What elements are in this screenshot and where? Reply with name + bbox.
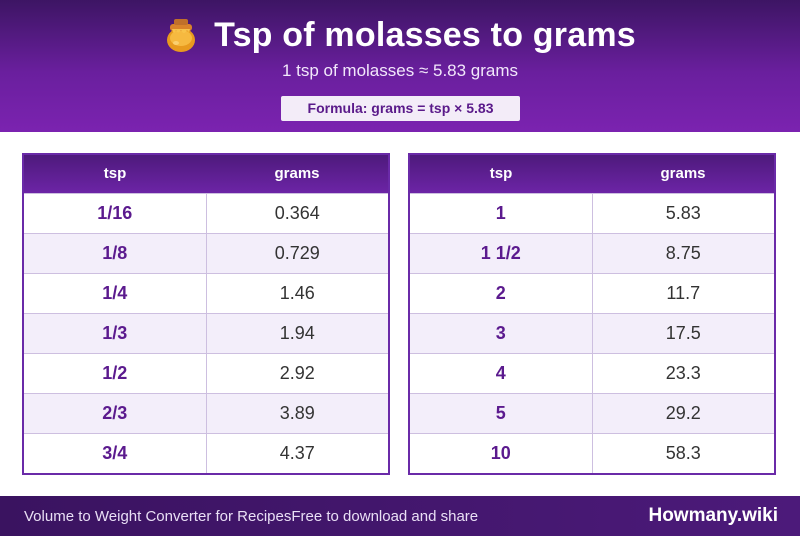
tsp-cell: 1/3 bbox=[24, 312, 207, 353]
column-header-tsp: tsp bbox=[24, 155, 206, 193]
table-row: 2 11.7 bbox=[410, 272, 774, 313]
tsp-cell: 1/2 bbox=[24, 352, 207, 393]
title-row: Tsp of molasses to grams bbox=[0, 14, 800, 56]
tsp-cell: 4 bbox=[410, 352, 593, 393]
table-row: 4 23.3 bbox=[410, 352, 774, 393]
table-row: 1/2 2.92 bbox=[24, 352, 388, 393]
tsp-cell: 1 bbox=[410, 192, 593, 233]
tsp-cell: 1/4 bbox=[24, 272, 207, 313]
tsp-cell: 10 bbox=[410, 432, 593, 473]
tsp-cell: 1/8 bbox=[24, 232, 207, 273]
column-header-grams: grams bbox=[592, 155, 774, 193]
conversion-table-left: tsp grams 1/16 0.364 1/8 0.729 1/4 1.46 … bbox=[22, 153, 390, 475]
table-row: 3 17.5 bbox=[410, 312, 774, 353]
tsp-cell: 1/16 bbox=[24, 192, 207, 233]
page-title: Tsp of molasses to grams bbox=[214, 15, 636, 54]
table-row: 1 5.83 bbox=[410, 192, 774, 233]
grams-cell: 1.46 bbox=[206, 272, 388, 313]
grams-cell: 29.2 bbox=[592, 392, 774, 433]
table-row: 5 29.2 bbox=[410, 392, 774, 433]
tsp-cell: 3/4 bbox=[24, 432, 207, 473]
table-header-row: tsp grams bbox=[410, 155, 774, 193]
honey-pot-icon bbox=[164, 16, 198, 54]
grams-cell: 17.5 bbox=[592, 312, 774, 353]
grams-cell: 0.364 bbox=[206, 192, 388, 233]
table-row: 2/3 3.89 bbox=[24, 392, 388, 433]
footer-description: Volume to Weight Converter for RecipesFr… bbox=[24, 508, 478, 525]
table-row: 1/16 0.364 bbox=[24, 192, 388, 233]
grams-cell: 58.3 bbox=[592, 432, 774, 473]
grams-cell: 3.89 bbox=[206, 392, 388, 433]
table-row: 1/3 1.94 bbox=[24, 312, 388, 353]
tsp-cell: 1 1/2 bbox=[410, 232, 593, 273]
conversion-table-right: tsp grams 1 5.83 1 1/2 8.75 2 11.7 3 17.… bbox=[408, 153, 776, 475]
formula-badge: Formula: grams = tsp × 5.83 bbox=[281, 96, 520, 121]
grams-cell: 8.75 bbox=[592, 232, 774, 273]
tsp-cell: 2/3 bbox=[24, 392, 207, 433]
grams-cell: 5.83 bbox=[592, 192, 774, 233]
footer-bar: Volume to Weight Converter for RecipesFr… bbox=[0, 496, 800, 536]
table-row: 3/4 4.37 bbox=[24, 432, 388, 473]
grams-cell: 2.92 bbox=[206, 352, 388, 393]
footer-converter-text: Volume to Weight Converter for Recipes bbox=[24, 508, 292, 525]
footer-tagline: Free to download and share bbox=[291, 508, 479, 525]
brand-link[interactable]: Howmany.wiki bbox=[648, 505, 778, 526]
tsp-cell: 2 bbox=[410, 272, 593, 313]
column-header-tsp: tsp bbox=[410, 155, 592, 193]
table-header-row: tsp grams bbox=[24, 155, 388, 193]
grams-cell: 4.37 bbox=[206, 432, 388, 473]
grams-cell: 11.7 bbox=[592, 272, 774, 313]
table-row: 10 58.3 bbox=[410, 432, 774, 473]
header-banner: Tsp of molasses to grams 1 tsp of molass… bbox=[0, 0, 800, 132]
grams-cell: 0.729 bbox=[206, 232, 388, 273]
table-row: 1 1/2 8.75 bbox=[410, 232, 774, 273]
table-row: 1/8 0.729 bbox=[24, 232, 388, 273]
conversion-subtitle: 1 tsp of molasses ≈ 5.83 grams bbox=[281, 61, 519, 80]
column-header-grams: grams bbox=[206, 155, 388, 193]
tsp-cell: 5 bbox=[410, 392, 593, 433]
tsp-cell: 3 bbox=[410, 312, 593, 353]
table-row: 1/4 1.46 bbox=[24, 272, 388, 313]
grams-cell: 1.94 bbox=[206, 312, 388, 353]
grams-cell: 23.3 bbox=[592, 352, 774, 393]
